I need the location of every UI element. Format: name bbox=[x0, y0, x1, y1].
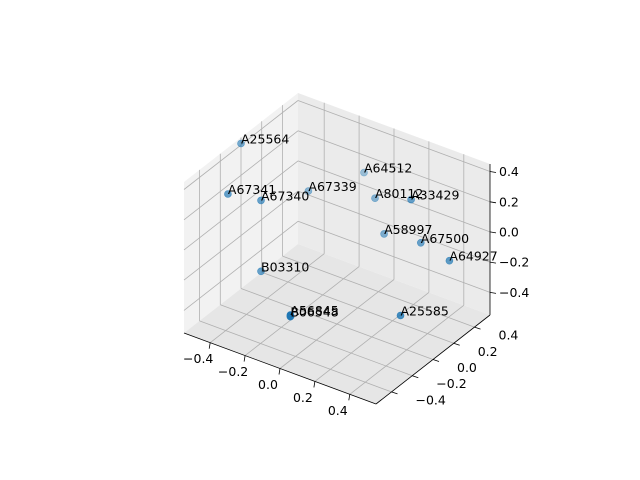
x-tick-mark bbox=[208, 342, 211, 349]
gridline-z-back bbox=[297, 100, 491, 172]
scatter-point bbox=[224, 190, 232, 198]
gridline-z-back bbox=[297, 190, 491, 263]
point-label: A80112 bbox=[375, 186, 423, 201]
point-label: A67340 bbox=[261, 188, 309, 203]
z-tick-mark bbox=[489, 171, 497, 173]
point-label: B03310 bbox=[261, 259, 309, 274]
z-tick-label: 0.0 bbox=[499, 224, 519, 239]
x-tick-mark bbox=[243, 355, 246, 362]
point-label: B06548 bbox=[290, 305, 338, 320]
z-tick-mark bbox=[489, 201, 497, 204]
axis-panes bbox=[184, 93, 490, 404]
y-tick-label: 0.2 bbox=[478, 344, 498, 359]
scatter-point bbox=[237, 139, 245, 148]
z-tick-mark bbox=[489, 261, 497, 264]
x-tick-mark bbox=[313, 381, 316, 388]
point-label: A67500 bbox=[421, 231, 469, 246]
scatter-point bbox=[360, 168, 368, 177]
x-tick-label: −0.4 bbox=[183, 351, 213, 366]
scatter-point bbox=[407, 195, 415, 204]
point-label: A33429 bbox=[411, 188, 459, 203]
z-tick-label: −0.2 bbox=[499, 255, 529, 270]
y-tick-mark bbox=[453, 342, 460, 346]
x-tick-label: −0.2 bbox=[218, 364, 248, 379]
gridline-y-floor bbox=[199, 320, 392, 393]
data-points bbox=[224, 139, 454, 321]
y-tick-label: 0.0 bbox=[457, 360, 477, 375]
scatter-point bbox=[380, 230, 388, 238]
y-tick-mark bbox=[474, 326, 481, 330]
gridline-z-side bbox=[183, 190, 299, 281]
y-tick-mark bbox=[412, 375, 419, 379]
x-tick-label: 0.2 bbox=[293, 390, 313, 405]
gridline-z-back bbox=[297, 130, 491, 203]
gridline-z-back bbox=[297, 220, 491, 293]
z-tick-label: 0.4 bbox=[499, 164, 519, 179]
point-label: A67339 bbox=[308, 179, 356, 194]
scatter-point bbox=[286, 312, 295, 321]
scatter-point bbox=[396, 311, 405, 320]
scatter-point bbox=[445, 256, 454, 265]
point-labels: A64512 A67339 A80112 A58997 A25564 A67500 A673… bbox=[228, 132, 498, 320]
x-tick-label: 0.0 bbox=[258, 377, 278, 392]
point-label: A64927 bbox=[449, 249, 497, 264]
gridline-y-floor bbox=[240, 288, 434, 360]
point-label: A25564 bbox=[241, 132, 289, 147]
scatter-point bbox=[371, 194, 379, 202]
scatter-point bbox=[257, 196, 265, 205]
z-tick-mark bbox=[489, 292, 497, 294]
point-label: A64512 bbox=[364, 161, 412, 176]
z-tick-label: 0.2 bbox=[499, 194, 519, 209]
gridline-z-back bbox=[297, 160, 491, 233]
gridline-y-floor bbox=[282, 255, 475, 328]
gridline-y-floor bbox=[220, 304, 413, 377]
x-tick-label: 0.4 bbox=[328, 403, 348, 418]
scatter-point bbox=[257, 267, 265, 276]
gridline-z-side bbox=[183, 130, 299, 221]
point-label: A58997 bbox=[384, 222, 432, 237]
y-tick-mark bbox=[391, 391, 398, 395]
y-tick-label: −0.4 bbox=[416, 392, 446, 407]
gridline-z-side bbox=[183, 220, 299, 311]
scatter-point bbox=[304, 187, 313, 195]
gridline-z-side bbox=[183, 160, 299, 251]
z-tick-label: −0.4 bbox=[499, 285, 529, 300]
axis-ticks: −0.4−0.20.00.20.4−0.4−0.20.00.20.4−0.4−0… bbox=[183, 164, 529, 418]
point-label: A67341 bbox=[228, 182, 276, 197]
gridline-y-floor bbox=[261, 271, 454, 344]
x-tick-mark bbox=[278, 368, 281, 375]
point-label: A56845 bbox=[290, 303, 338, 318]
x-tick-mark bbox=[348, 394, 351, 401]
y-tick-label: −0.2 bbox=[436, 376, 466, 391]
y-tick-label: 0.4 bbox=[499, 328, 519, 343]
z-tick-mark bbox=[489, 231, 497, 234]
scatter-point bbox=[416, 239, 425, 247]
gridlines bbox=[183, 100, 491, 395]
point-label: A25585 bbox=[401, 304, 449, 319]
y-tick-mark bbox=[432, 359, 440, 362]
